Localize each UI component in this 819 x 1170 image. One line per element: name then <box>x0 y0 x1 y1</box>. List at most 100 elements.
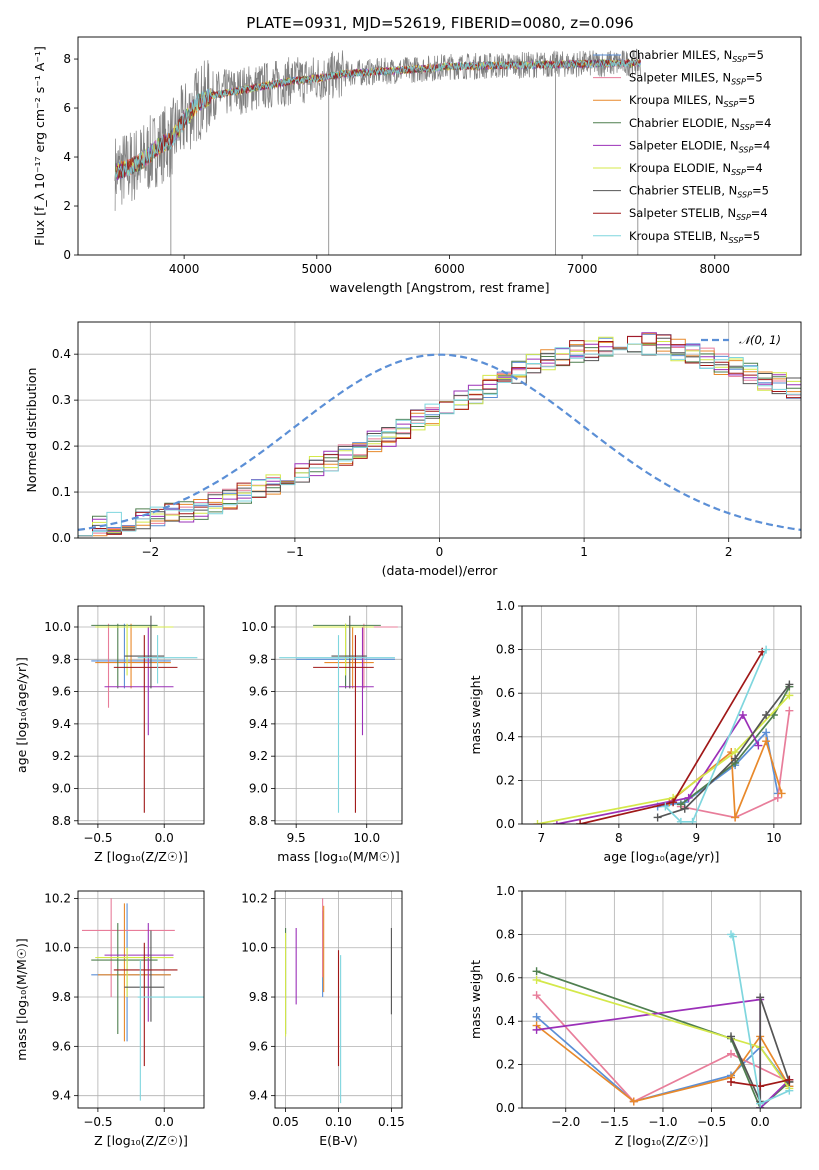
y-tick-label: 9.6 <box>52 685 71 699</box>
y-tick-label: 10.0 <box>44 620 71 634</box>
x-tick-label: 10.0 <box>353 831 380 845</box>
weight_vs_age-panel: 7 8 9 10 0.0 0.2 0.4 0.6 0.8 1.0 age [log₁₀(age/yr… <box>468 599 802 864</box>
weight-line-kroupa_stelib <box>664 649 767 823</box>
mass_vs_Z-plot-area <box>81 898 204 1101</box>
weight-marker-chabrier_elodie <box>532 967 541 976</box>
y-tick-label: 0.0 <box>496 817 515 831</box>
y-tick-label: 0.6 <box>496 686 515 700</box>
y-tick-label: 0.0 <box>52 531 71 545</box>
x-tick-label: 4000 <box>169 262 200 276</box>
weight-marker-kroupa_stelib <box>785 1086 794 1095</box>
legend-label-chabrier_stelib: Chabrier STELIB, NSSP=5 <box>629 184 769 200</box>
y-axis-label: age [log₁₀(age/yr)] <box>14 657 29 773</box>
y-axis-label: Flux [f_λ 10⁻¹⁷ erg cm⁻² s⁻¹ A⁻¹] <box>32 46 47 246</box>
weight-marker-salpeter_elodie <box>552 820 561 824</box>
x-tick-label: 0.10 <box>325 1115 352 1129</box>
y-tick-label: 9.4 <box>249 1089 268 1103</box>
legend-label-salpeter_miles: Salpeter MILES, NSSP=5 <box>629 71 763 87</box>
y-tick-label: 9.6 <box>249 685 268 699</box>
y-tick-label: 9.2 <box>52 749 71 763</box>
legend-label-chabrier_miles: Chabrier MILES, NSSP=5 <box>629 48 764 64</box>
weight-marker-chabrier_stelib <box>731 754 740 763</box>
x-tick-label: −1 <box>286 545 304 559</box>
x-tick-label: 0.0 <box>751 1115 770 1129</box>
x-tick-label: 9.5 <box>287 831 306 845</box>
y-tick-label: 0.8 <box>496 643 515 657</box>
y-tick-label: 4 <box>63 150 71 164</box>
y-tick-label: 2 <box>63 199 71 213</box>
x-tick-label: −0.5 <box>83 1115 112 1129</box>
weight-marker-kroupa_stelib <box>762 645 771 654</box>
y-tick-label: 10.2 <box>44 891 71 905</box>
weight-line-chabrier_elodie <box>680 686 791 806</box>
y-tick-label: 9.4 <box>249 717 268 731</box>
x-tick-label: −0.5 <box>697 1115 726 1129</box>
x-axis-label: Z [log₁₀(Z/Z☉)] <box>94 849 188 864</box>
weight_vs_Z-panel: −2.0 −1.5 −1.0 −0.5 0.0 0.0 0.2 0.4 0.6 0.8 1.0 Z [… <box>468 884 802 1148</box>
x-tick-label: 0.05 <box>272 1115 299 1129</box>
weight-marker-salpeter_miles <box>532 991 541 1000</box>
chart-panels: 4000 5000 6000 7000 8000 0 2 4 6 8 wavelength [Ang… <box>14 36 802 1148</box>
weight-marker-salpeter_stelib <box>785 1075 794 1084</box>
y-tick-label: 8.8 <box>52 814 71 828</box>
y-tick-label: 10.2 <box>241 891 268 905</box>
axes-frame <box>274 605 403 825</box>
y-tick-label: 0.0 <box>496 1101 515 1115</box>
weight-marker-kroupa_miles <box>629 1097 638 1106</box>
y-tick-label: 0.2 <box>52 439 71 453</box>
axes-frame <box>77 321 802 539</box>
age_vs_Z-panel: −0.5 0.0 8.8 9.0 9.2 9.4 9.6 9.8 10.0 Z [log₁₀(Z/… <box>14 605 205 864</box>
y-tick-label: 0.8 <box>496 927 515 941</box>
x-axis-label: age [log₁₀(age/yr)] <box>604 849 720 864</box>
y-tick-label: 0.1 <box>52 485 71 499</box>
weight-marker-salpeter_stelib <box>669 798 678 807</box>
y-tick-label: 9.0 <box>249 781 268 795</box>
x-tick-label: 10 <box>766 831 781 845</box>
y-tick-label: 1.0 <box>496 599 515 613</box>
axes-frame <box>521 890 802 1109</box>
y-tick-label: 8 <box>63 52 71 66</box>
weight-marker-chabrier_miles <box>532 1012 541 1021</box>
y-tick-label: 10.0 <box>241 941 268 955</box>
axes-frame <box>274 890 403 1109</box>
spectrum-plot-area <box>114 48 641 255</box>
legend-label-normal: 𝒩(0, 1) <box>739 333 781 347</box>
weight-marker-kroupa_stelib <box>661 802 670 811</box>
x-tick-label: 7000 <box>567 262 598 276</box>
weight-line-kroupa_stelib <box>730 933 790 1105</box>
x-tick-label: −2.0 <box>551 1115 580 1129</box>
age_vs_Z-plot-area <box>91 615 198 813</box>
residuals-panel: −2 −1 0 1 2 0.0 0.1 0.2 0.3 0.4 (data-model)/error… <box>24 321 802 578</box>
y-tick-label: 1.0 <box>496 884 515 898</box>
residual-histogram-kroupa_stelib <box>78 343 801 538</box>
x-tick-label: 8000 <box>699 262 730 276</box>
axes-frame <box>77 605 205 825</box>
x-tick-label: −1.5 <box>600 1115 629 1129</box>
weight-marker-kroupa_stelib <box>688 817 697 824</box>
weight-marker-chabrier_stelib <box>756 993 765 1002</box>
y-tick-label: 0.3 <box>52 393 71 407</box>
weight-marker-kroupa_stelib <box>676 817 685 824</box>
y-tick-label: 0.6 <box>496 971 515 985</box>
weight-marker-chabrier_stelib <box>680 804 689 813</box>
weight_vs_Z-plot-area <box>532 930 794 1108</box>
legend-label-chabrier_elodie: Chabrier ELODIE, NSSP=4 <box>629 116 771 132</box>
legend-label-kroupa_miles: Kroupa MILES, NSSP=5 <box>629 93 755 109</box>
weight-marker-kroupa_miles <box>777 789 786 798</box>
x-tick-label: −0.5 <box>83 831 112 845</box>
y-tick-label: 9.6 <box>52 1039 71 1053</box>
y-tick-label: 9.8 <box>249 652 268 666</box>
weight-marker-chabrier_stelib <box>785 680 794 689</box>
y-tick-label: 0.2 <box>496 773 515 787</box>
weight-marker-kroupa_stelib <box>728 932 737 941</box>
y-tick-label: 9.8 <box>52 990 71 1004</box>
weight-marker-salpeter_miles <box>773 793 782 802</box>
axes-frame <box>77 890 205 1109</box>
weight-marker-chabrier_stelib <box>653 813 662 822</box>
y-axis-label: mass weight <box>468 960 483 1039</box>
y-tick-label: 0 <box>63 248 71 262</box>
legend-label-kroupa_stelib: Kroupa STELIB, NSSP=5 <box>629 229 760 245</box>
x-tick-label: 7 <box>538 831 546 845</box>
x-tick-label: 9 <box>693 831 701 845</box>
